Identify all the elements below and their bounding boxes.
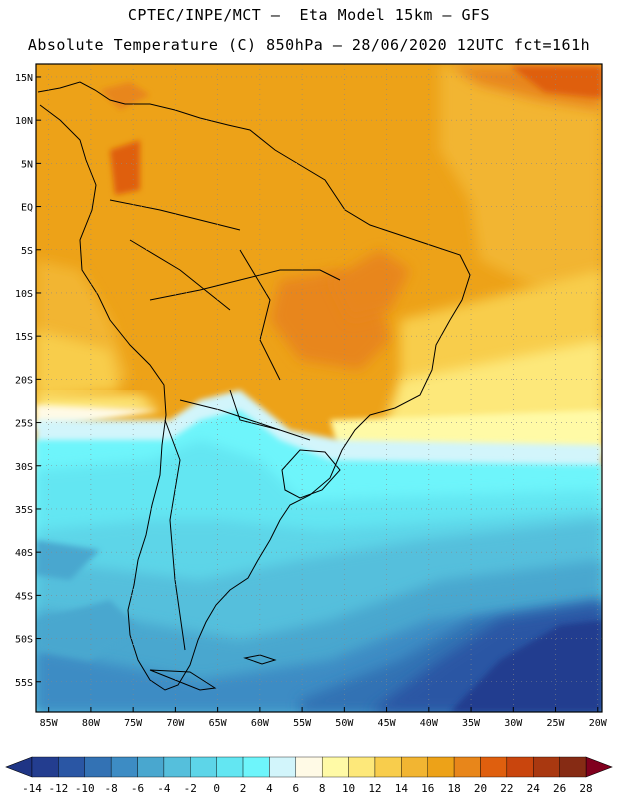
colorbar-swatch — [374, 756, 402, 778]
colorbar-label: -14 — [22, 782, 42, 795]
lat-tick-label: 30S — [15, 462, 33, 473]
title-line-2: Absolute Temperature (C) 850hPa – 28/06/… — [27, 36, 591, 54]
colorbar-label: 20 — [474, 782, 487, 795]
colorbar-label: 8 — [319, 782, 326, 795]
lat-tick-label: 25S — [15, 419, 33, 430]
lon-tick-label: 40W — [420, 718, 439, 729]
colorbar-over-arrow — [585, 756, 613, 778]
lat-tick-label: 15N — [15, 73, 33, 84]
lon-tick-label: 60W — [251, 718, 270, 729]
colorbar-label: 4 — [266, 782, 273, 795]
colorbar-label: 0 — [213, 782, 220, 795]
colorbar-label: 6 — [292, 782, 299, 795]
colorbar-swatch — [110, 756, 138, 778]
colorbar-swatch — [190, 756, 217, 778]
colorbar-label: -6 — [131, 782, 144, 795]
colorbar-swatch — [480, 756, 508, 778]
colorbar-label: 14 — [395, 782, 409, 795]
lat-tick-label: 40S — [15, 548, 33, 559]
colorbar-label: -4 — [157, 782, 171, 795]
grid-lines — [36, 64, 602, 712]
lat-tick-label: 55S — [15, 678, 33, 689]
lat-tick-label: 5S — [21, 246, 33, 257]
colorbar-label: 24 — [527, 782, 541, 795]
colorbar-label: -2 — [184, 782, 197, 795]
colorbar-swatch — [163, 756, 191, 778]
colorbar-swatch — [427, 756, 455, 778]
lat-tick-label: 10S — [15, 289, 33, 300]
title-line-1: CPTEC/INPE/MCT – Eta Model 15km – GFS — [127, 6, 491, 24]
map-frame — [35, 63, 603, 713]
lat-tick-label: 50S — [15, 635, 33, 646]
lon-tick-label: 55W — [293, 718, 312, 729]
lon-tick-label: 80W — [82, 718, 101, 729]
longitude-axis: 85W 80W 75W 70W 65W 60W 55W 50W 45W 40W 35W 30W 25W 2… — [40, 707, 608, 729]
colorbar-label: 26 — [553, 782, 566, 795]
colorbar-label: -10 — [75, 782, 95, 795]
colorbar-label: 22 — [500, 782, 513, 795]
lon-tick-label: 30W — [504, 718, 523, 729]
colorbar-swatch — [348, 756, 376, 778]
colorbar-swatch — [506, 756, 534, 778]
colorbar-swatch — [453, 756, 481, 778]
lon-tick-label: 65W — [209, 718, 228, 729]
lon-tick-label: 75W — [124, 718, 143, 729]
colorbar-swatch — [242, 756, 270, 778]
colorbar-swatch — [295, 756, 323, 778]
colorbar-label: 16 — [421, 782, 434, 795]
colorbar-swatch — [321, 756, 349, 778]
lon-tick-label: 35W — [462, 718, 481, 729]
lon-tick-label: 45W — [378, 718, 397, 729]
colorbar-label: 18 — [447, 782, 460, 795]
colorbar-label: 2 — [240, 782, 247, 795]
lon-tick-label: 25W — [547, 718, 566, 729]
lon-tick-label: 20W — [589, 718, 608, 729]
lon-tick-label: 70W — [166, 718, 185, 729]
lat-tick-label: 45S — [15, 591, 33, 602]
lat-tick-label: EQ — [21, 203, 33, 214]
lat-tick-label: 10N — [15, 116, 33, 127]
colorbar-swatch — [559, 756, 587, 778]
colorbar-swatch — [401, 756, 428, 778]
colorbar: -14 -12 -10 -8 -6 -4 -2 0 2 4 6 8 10 12 14 16 18 20 22 24 26… — [5, 756, 613, 795]
colorbar-under-arrow — [5, 756, 33, 778]
colorbar-swatch — [58, 756, 85, 778]
lat-tick-label: 15S — [15, 332, 33, 343]
temperature-field — [36, 64, 602, 712]
lat-tick-label: 5N — [21, 159, 33, 170]
colorbar-label: 12 — [368, 782, 381, 795]
colorbar-swatch — [84, 756, 112, 778]
colorbar-swatch — [533, 756, 560, 778]
colorbar-label: -8 — [105, 782, 118, 795]
lon-tick-label: 50W — [335, 718, 354, 729]
lon-tick-label: 85W — [40, 718, 59, 729]
latitude-axis: 15N 10N 5N EQ 5S 10S 15S 20S 25S 30S 35S 40S 45S 50S 5… — [15, 73, 41, 689]
colorbar-swatch — [31, 756, 59, 778]
colorbar-swatch — [269, 756, 297, 778]
colorbar-label: -12 — [48, 782, 68, 795]
lat-tick-label: 35S — [15, 505, 33, 516]
colorbar-swatch — [216, 756, 244, 778]
colorbar-label: 28 — [579, 782, 592, 795]
colorbar-label: 10 — [342, 782, 355, 795]
colorbar-swatch — [137, 756, 165, 778]
lat-tick-label: 20S — [15, 375, 33, 386]
